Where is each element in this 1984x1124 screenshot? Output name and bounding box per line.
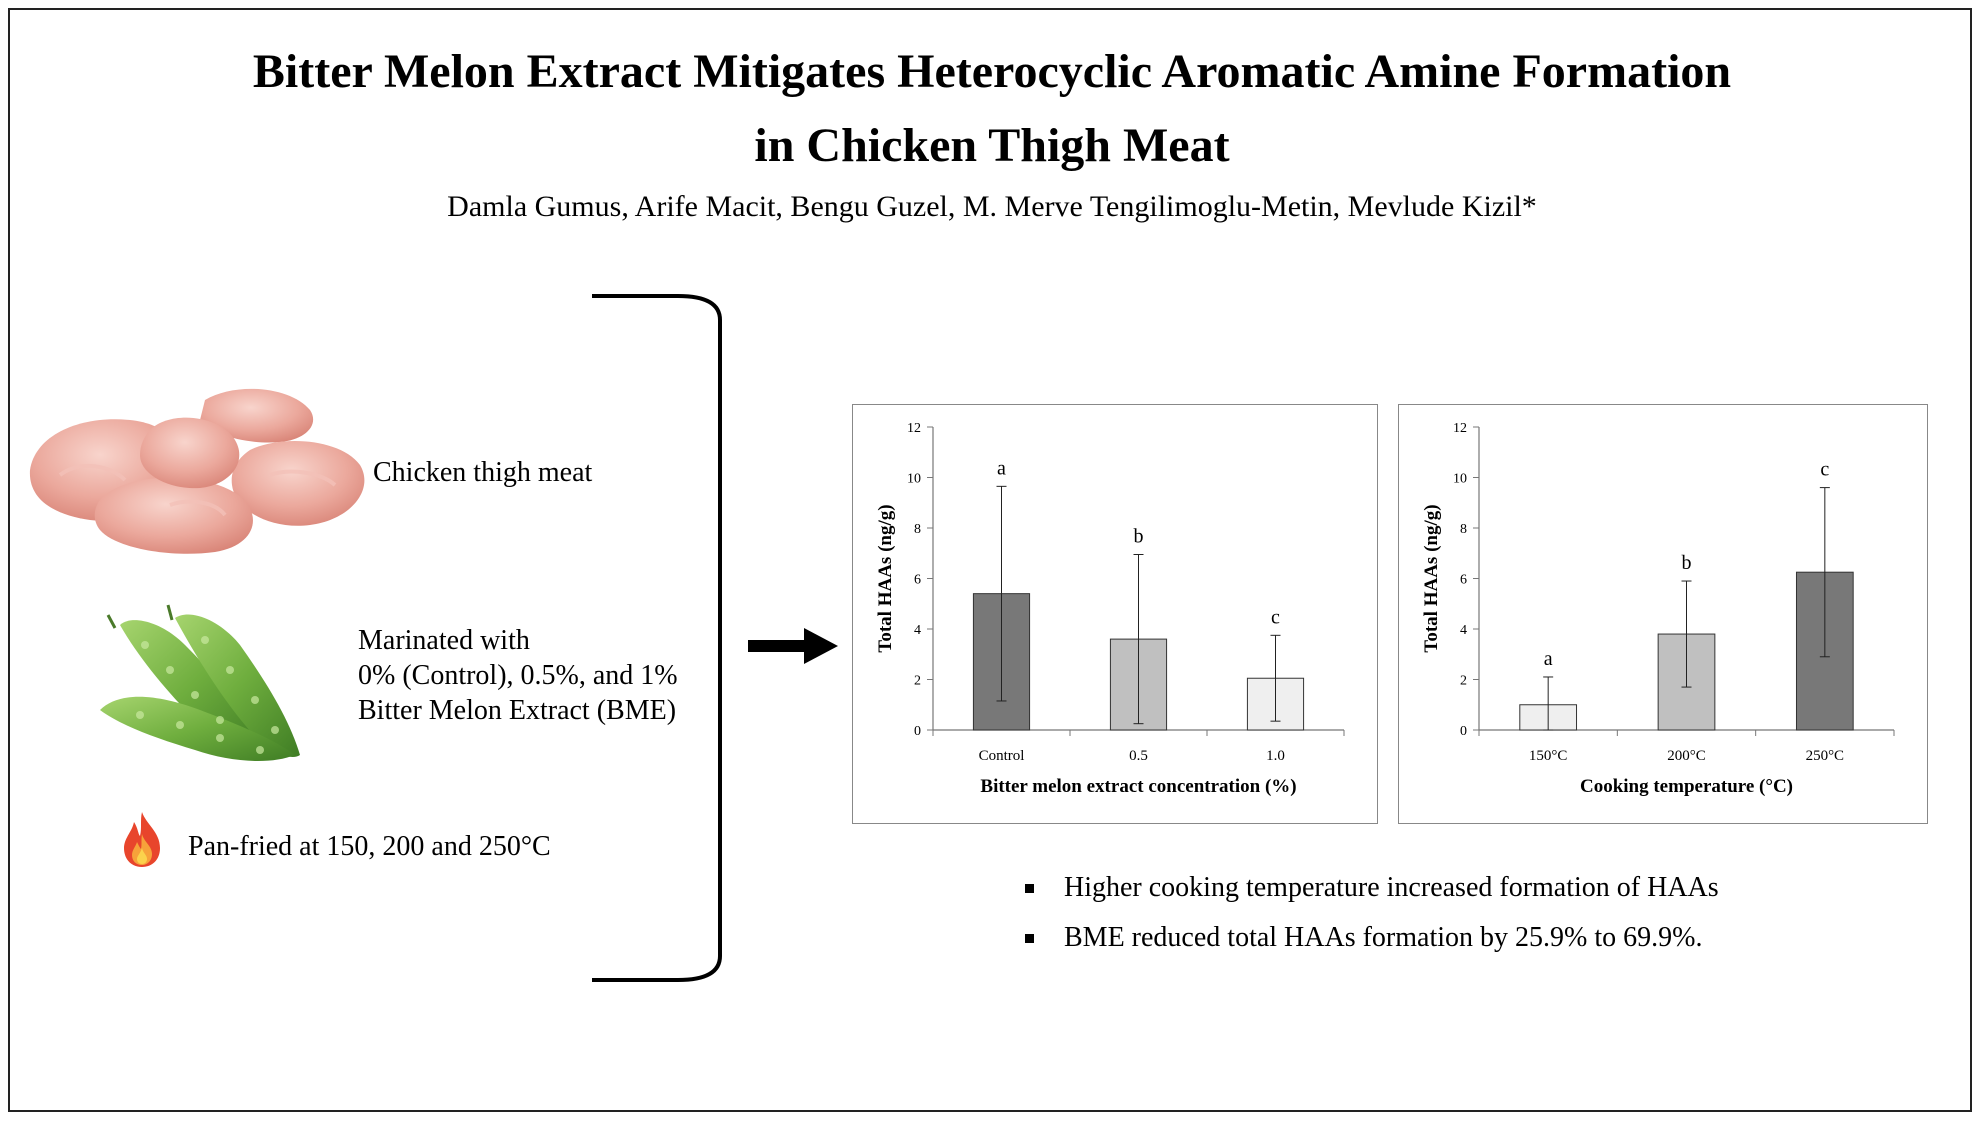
marinade-label-line-1: Marinated with [358,625,530,656]
y-tick-label: 12 [907,421,921,436]
y-axis-label: Total HAAs (ng/g) [1421,504,1442,652]
x-tick-label: 250°C [1806,748,1845,764]
y-tick-label: 6 [914,573,921,588]
finding-text: BME reduced total HAAs formation by 25.9… [1064,922,1703,953]
author-list: Damla Gumus, Arife Macit, Bengu Guzel, M… [447,190,1537,223]
bullet-square-icon [1025,883,1034,893]
y-tick-label: 4 [1460,623,1467,638]
finding-bullet-1: Higher cooking temperature increased for… [1025,872,1719,904]
x-axis-label: Cooking temperature (°C) [1580,776,1793,797]
y-tick-label: 0 [1460,724,1467,739]
page-title-line-1: Bitter Melon Extract Mitigates Heterocyc… [252,45,1732,98]
marinade-label-line-2: 0% (Control), 0.5%, and 1% [358,660,678,691]
chart-bme-svg: 0 2 4 6 8 10 12 a Control b 0.5 c 1.0 Bitter melon ex… [875,421,1345,797]
flame-icon [124,812,160,867]
chicken-thigh-image [29,388,365,554]
y-tick-label: 8 [914,522,921,537]
bitter-melon-image [100,604,300,762]
x-tick-label: 200°C [1667,748,1706,764]
marinade-label-line-3: Bitter Melon Extract (BME) [358,695,677,726]
chart-bme-concentration: 0 2 4 6 8 10 12 a Control b 0.5 c 1.0 Bitter melon ex… [852,404,1378,824]
bullet-square-icon [1025,933,1034,943]
y-tick-label: 8 [1460,522,1467,537]
arrow-right-icon [748,628,838,664]
cooking-label: Pan-fried at 150, 200 and 250°C [188,831,551,862]
meat-label: Chicken thigh meat [373,457,593,488]
finding-text: Higher cooking temperature increased for… [1064,872,1719,903]
y-tick-label: 12 [1453,421,1467,436]
x-axis-label: Bitter melon extract concentration (%) [980,776,1296,797]
x-tick-label: Control [979,748,1025,764]
significance-letter: c [1271,606,1280,628]
y-tick-label: 0 [914,724,921,739]
significance-letter: b [1134,526,1144,548]
y-tick-label: 4 [914,623,921,638]
page-title-line-2: in Chicken Thigh Meat [754,119,1230,172]
significance-letter: c [1820,459,1829,481]
finding-bullet-2: BME reduced total HAAs formation by 25.9… [1025,922,1702,954]
y-tick-label: 2 [914,674,921,689]
y-tick-label: 10 [1453,472,1467,487]
significance-letter: a [1544,648,1553,670]
bracket [592,294,722,982]
y-axis-label: Total HAAs (ng/g) [875,504,896,652]
x-tick-label: 1.0 [1266,748,1285,764]
significance-letter: b [1682,552,1692,574]
figure-frame [8,8,1972,1112]
chart-temperature-svg: 0 2 4 6 8 10 12 a 150°C b 200°C c 250°C Cooking tempe… [1421,421,1895,797]
x-tick-label: 150°C [1529,748,1568,764]
y-tick-label: 6 [1460,573,1467,588]
y-tick-label: 10 [907,472,921,487]
significance-letter: a [997,457,1006,479]
x-tick-label: 0.5 [1129,748,1148,764]
y-tick-label: 2 [1460,674,1467,689]
chart-cooking-temperature: 0 2 4 6 8 10 12 a 150°C b 200°C c 250°C Cooking tempe… [1398,404,1928,824]
